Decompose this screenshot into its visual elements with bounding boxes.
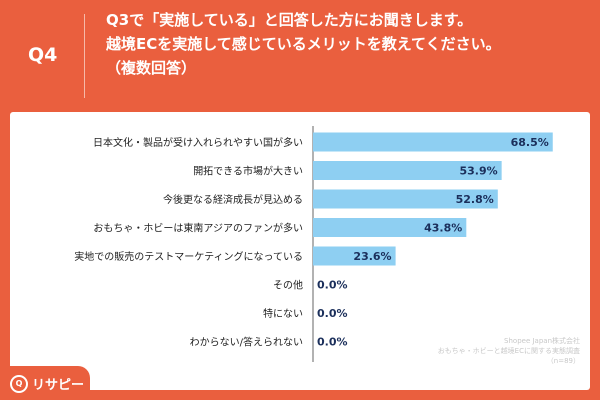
chart-card: 日本文化・製品が受け入れられやすい国が多い 68.5% 開拓できる市場が大きい 53.… [10,112,590,390]
value-label: 53.9% [459,165,497,178]
value-label: 0.0% [317,279,348,292]
header-divider [84,14,85,98]
category-label: おもちゃ・ホビーは東南アジアのファンが多い [93,222,303,235]
question-text: Q3で「実施している」と回答した方にお聞きします。 越境ECを実施して感じている… [106,8,586,80]
category-label: 日本文化・製品が受け入れられやすい国が多い [93,136,303,149]
category-label: 実地での販売のテストマーケティングになっている [74,250,303,263]
brand-logo: Q リサピー [0,366,90,400]
question-line: （複数回答） [106,56,586,80]
chat-bubble-icon: Q [10,375,28,393]
source-sample: （n=89） [438,356,580,366]
question-number: Q4 [28,44,57,66]
header: Q4 Q3で「実施している」と回答した方にお聞きします。 越境ECを実施して感じ… [0,0,600,112]
value-label: 0.0% [317,307,348,320]
category-label: 今後更なる経済成長が見込める [163,193,303,206]
question-line: 越境ECを実施して感じているメリットを教えてください。 [106,32,586,56]
value-label: 52.8% [456,193,494,206]
value-label: 43.8% [424,222,462,235]
value-label: 68.5% [511,136,549,149]
question-line: Q3で「実施している」と回答した方にお聞きします。 [106,8,586,32]
source-note: Shopee Japan株式会社 おもちゃ・ホビーと越境ECに関する実態調査 （… [438,336,580,366]
value-label: 23.6% [353,250,391,263]
value-label: 0.0% [317,336,348,349]
category-label: 開拓できる市場が大きい [193,165,303,178]
category-label: 特にない [263,308,303,320]
category-label: その他 [273,279,303,292]
source-company: Shopee Japan株式会社 [438,336,580,346]
logo-text: リサピー [32,374,84,393]
category-label: わからない/答えられない [190,336,303,349]
source-survey: おもちゃ・ホビーと越境ECに関する実態調査 [438,346,580,356]
